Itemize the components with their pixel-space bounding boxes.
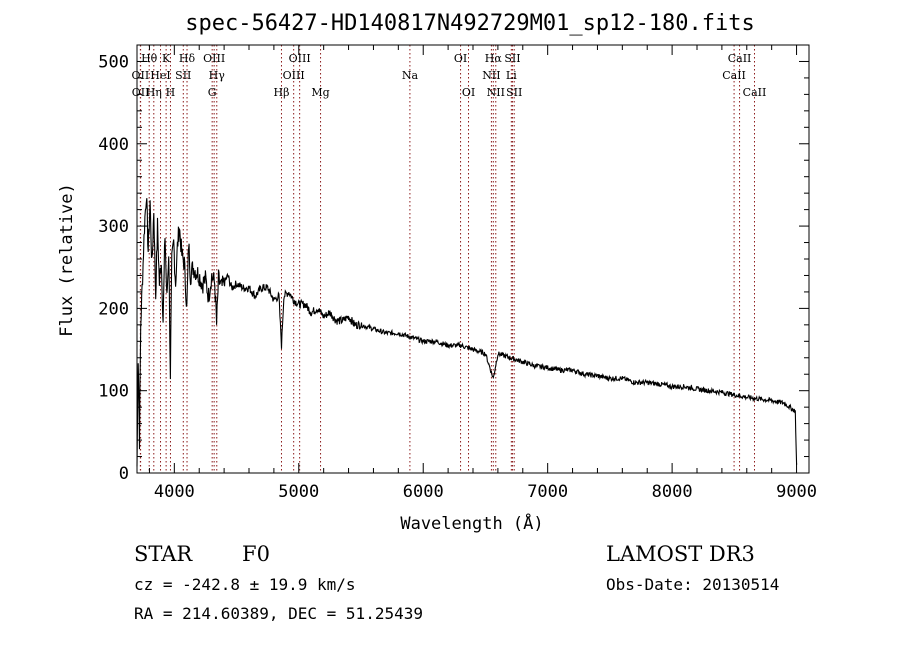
line-label-16: Na [402,69,419,82]
line-label-2: Hθ [141,52,158,65]
line-label-10: Hγ [209,69,226,82]
line-label-0: OII [132,69,150,82]
coordinates: RA = 214.60389, DEC = 51.25439 [134,604,423,623]
line-label-19: NII [482,69,500,82]
plot-frame [136,44,810,474]
line-label-6: SII [175,69,191,82]
line-label-17: OI [454,52,467,65]
line-label-13: OIII [283,69,305,82]
y-axis-ticks: 0 100 200 300 400 500 [98,52,809,484]
y-tick-label: 500 [98,52,129,72]
y-tick-label: 0 [119,464,129,484]
line-label-1: OII [132,86,150,99]
y-axis-label: Flux (relative) [57,183,77,337]
line-label-22: SII [504,52,520,65]
spectrum-line [136,198,798,467]
spectral-line-labels: OII OII Hθ Hη HeI K SII H Hδ OIII Hγ G Hβ OIII OIII Mg N… [132,52,767,99]
line-label-9: OIII [203,52,225,65]
x-tick-label: 6000 [403,482,444,502]
line-label-3: Hη [146,86,162,99]
line-label-24: SII [506,86,522,99]
x-tick-label: 8000 [652,482,693,502]
line-label-7: H [166,86,176,99]
object-class: STAR [134,542,193,566]
x-tick-label: 5000 [278,482,319,502]
line-label-4: HeI [150,69,170,82]
x-tick-label: 4000 [154,482,195,502]
y-tick-label: 400 [98,135,129,155]
survey-name: LAMOST DR3 [606,542,755,566]
line-label-5: K [162,52,171,65]
y-tick-label: 200 [98,299,129,319]
line-label-14: OIII [289,52,311,65]
x-axis-ticks: 4000 5000 6000 7000 8000 9000 [148,45,817,502]
chart-title: spec-56427-HD140817N492729M01_sp12-180.f… [185,11,755,36]
x-tick-label: 9000 [776,482,817,502]
x-axis-label: Wavelength (Å) [400,512,543,534]
line-label-11: G [208,86,217,99]
object-subclass: F0 [242,542,270,566]
line-label-12: Hβ [274,86,290,99]
line-label-21: NII [487,86,505,99]
line-label-23: Li [506,69,517,82]
line-label-25: CaII [722,69,746,82]
spectral-line-markers [139,45,755,473]
line-label-26: CaII [728,52,752,65]
line-label-8: Hδ [179,52,196,65]
y-tick-label: 300 [98,217,129,237]
y-tick-label: 100 [98,382,129,402]
line-label-15: Mg [311,86,329,99]
spectrum-series [136,198,798,467]
line-label-20: Hα [485,52,503,65]
line-label-27: CaII [743,86,767,99]
line-label-18: OI [462,86,475,99]
x-tick-label: 7000 [527,482,568,502]
redshift-velocity: cz = -242.8 ± 19.9 km/s [134,575,356,594]
observation-date: Obs-Date: 20130514 [606,575,779,594]
